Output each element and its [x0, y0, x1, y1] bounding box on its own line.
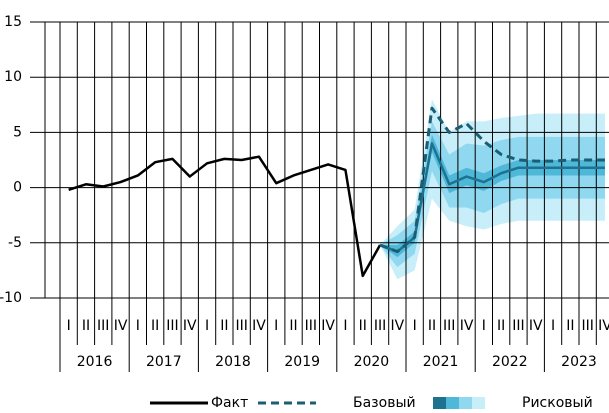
- x-tick-label: III: [374, 318, 386, 334]
- x-tick-label: I: [482, 318, 486, 334]
- x-tick-label: III: [512, 318, 524, 334]
- x-tick-label: I: [67, 318, 71, 334]
- x-tick-label: IV: [390, 318, 404, 334]
- year-label: 2016: [77, 354, 113, 370]
- x-tick-label: IV: [321, 318, 335, 334]
- x-tick-label: II: [289, 318, 297, 334]
- legend-swatch: [459, 397, 472, 409]
- x-tick-label: IV: [460, 318, 474, 334]
- y-tick-label: -5: [8, 235, 22, 251]
- x-tick-label: III: [97, 318, 109, 334]
- x-tick-label: I: [413, 318, 417, 334]
- x-tick-label: III: [305, 318, 317, 334]
- y-tick-label: 5: [13, 124, 22, 140]
- x-tick-label: IV: [252, 318, 266, 334]
- x-tick-label: I: [343, 318, 347, 334]
- legend-swatch: [433, 397, 446, 409]
- legend-swatch: [446, 397, 459, 409]
- legend-label: Базовый: [353, 395, 416, 411]
- y-tick-label: 15: [4, 14, 22, 30]
- legend-label: Рисковый: [522, 395, 593, 411]
- x-tick-label: III: [443, 318, 455, 334]
- x-tick-label: I: [205, 318, 209, 334]
- x-tick-label: IV: [598, 318, 609, 334]
- year-label: 2023: [561, 354, 597, 370]
- x-tick-label: II: [359, 318, 367, 334]
- year-label: 2021: [423, 354, 459, 370]
- x-tick-label: I: [136, 318, 140, 334]
- x-tick-label: II: [428, 318, 436, 334]
- year-label: 2019: [284, 354, 320, 370]
- x-tick-label: III: [166, 318, 178, 334]
- x-tick-label: I: [274, 318, 278, 334]
- year-label: 2020: [354, 354, 390, 370]
- x-tick-label: IV: [529, 318, 543, 334]
- year-label: 2022: [492, 354, 528, 370]
- fan-band: [380, 134, 605, 258]
- legend-swatch: [472, 397, 485, 409]
- x-tick-label: II: [566, 318, 574, 334]
- x-tick-label: IV: [183, 318, 197, 334]
- legend-label: Факт: [211, 395, 248, 411]
- x-tick-label: II: [151, 318, 159, 334]
- x-tick-label: III: [581, 318, 593, 334]
- y-tick-label: 10: [4, 69, 22, 85]
- line-solid: [68, 155, 382, 278]
- year-label: 2017: [146, 354, 182, 370]
- year-label: 2018: [215, 354, 251, 370]
- x-tick-label: I: [551, 318, 555, 334]
- x-tick-label: II: [220, 318, 228, 334]
- x-tick-label: III: [235, 318, 247, 334]
- x-tick-label: II: [82, 318, 90, 334]
- y-tick-label: 0: [13, 180, 22, 196]
- x-tick-label: II: [497, 318, 505, 334]
- y-tick-label: -10: [0, 290, 22, 306]
- x-tick-label: IV: [114, 318, 128, 334]
